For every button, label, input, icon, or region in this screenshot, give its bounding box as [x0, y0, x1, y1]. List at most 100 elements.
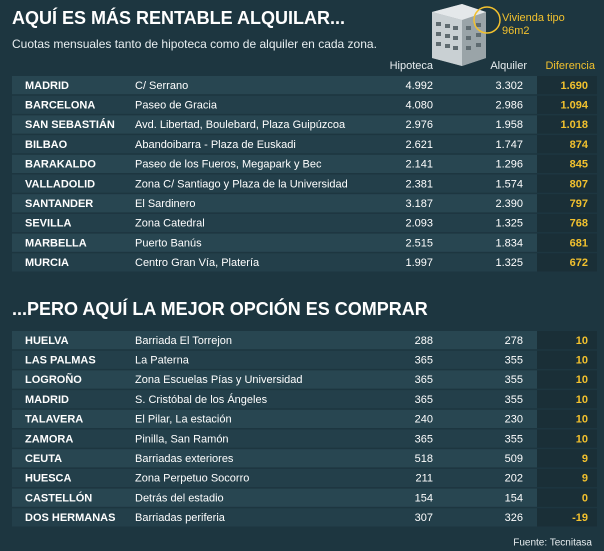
row-background: [12, 508, 537, 527]
city: HUELVA: [25, 335, 69, 347]
zone: Barriadas exteriores: [135, 453, 234, 465]
row-background: [12, 135, 537, 154]
mortgage: 365: [415, 433, 433, 445]
mortgage: 1.997: [405, 257, 433, 269]
difference-cell: [537, 370, 597, 389]
mortgage: 2.976: [405, 119, 433, 131]
mortgage: 365: [415, 354, 433, 366]
city: SANTANDER: [25, 198, 93, 210]
zone: Paseo de Gracia: [135, 99, 218, 111]
rent: 230: [505, 414, 523, 426]
difference: 9: [582, 453, 588, 465]
row-background: [12, 194, 537, 213]
tables: MADRID C/ Serrano 4.992 3.302 1.690 BARCELONA…: [12, 76, 597, 527]
difference: 768: [570, 218, 588, 230]
difference-cell: [537, 390, 597, 409]
city: BARCELONA: [25, 99, 95, 111]
row-background: [12, 253, 537, 272]
difference: 874: [570, 139, 589, 151]
city: ZAMORA: [25, 433, 73, 445]
row-background: [12, 213, 537, 233]
difference: 10: [576, 394, 588, 406]
row-background: [12, 233, 537, 252]
zone: Abandoibarra - Plaza de Euskadi: [135, 139, 296, 151]
zone: Detrás del estadio: [135, 492, 224, 504]
rent: 355: [505, 433, 523, 445]
row-background: [12, 449, 537, 468]
difference: 10: [576, 374, 588, 386]
difference-cell: [537, 488, 597, 507]
rent: 3.302: [495, 80, 523, 92]
difference-cell: [537, 449, 597, 468]
rent: 1.296: [495, 159, 523, 171]
row-background: [12, 95, 537, 114]
rent: 2.986: [495, 99, 523, 111]
mortgage: 154: [415, 492, 433, 504]
difference-cell: [537, 409, 597, 428]
zone: El Sardinero: [135, 198, 196, 210]
zone: Avd. Libertad, Boulebard, Plaza Guipúzco…: [135, 119, 346, 131]
difference-cell: [537, 233, 597, 252]
city: BILBAO: [25, 139, 68, 151]
column-header: Hipoteca: [390, 60, 434, 72]
building-icon: [432, 4, 501, 66]
difference: 9: [582, 473, 588, 485]
difference: 672: [570, 257, 588, 269]
difference: 10: [576, 433, 588, 445]
rent: 278: [505, 335, 523, 347]
rent: 1.958: [495, 119, 523, 131]
mortgage: 3.187: [405, 198, 433, 210]
badge-line: 96m2: [502, 25, 530, 37]
difference-cell: [537, 468, 597, 488]
row-background: [12, 370, 537, 389]
difference-cell: [537, 174, 597, 193]
difference: 807: [570, 178, 588, 190]
zone: Zona Escuelas Pías y Universidad: [135, 374, 303, 386]
city: LOGROÑO: [25, 373, 82, 386]
source: Fuente: Tecnitasa: [513, 538, 592, 549]
mortgage: 365: [415, 374, 433, 386]
city: CASTELLÓN: [25, 491, 92, 504]
zone: La Paterna: [135, 354, 190, 366]
rent: 1.574: [495, 178, 523, 190]
mortgage: 4.992: [405, 80, 433, 92]
row-background: [12, 390, 537, 409]
difference: 10: [576, 414, 588, 426]
city: HUESCA: [25, 473, 72, 485]
difference: 681: [570, 237, 588, 249]
row-background: [12, 331, 537, 350]
difference: 797: [570, 198, 588, 210]
mortgage: 2.141: [405, 159, 433, 171]
difference: 1.690: [560, 80, 588, 92]
difference-cell: [537, 115, 597, 134]
difference: 0: [582, 492, 588, 504]
rent: 1.834: [495, 237, 523, 249]
badge-line: Vivienda tipo: [502, 12, 565, 24]
difference-cell: [537, 154, 597, 173]
city: MADRID: [25, 80, 69, 92]
zone: Zona Catedral: [135, 218, 205, 230]
section-title: ...PERO AQUÍ LA MEJOR OPCIÓN ES COMPRAR: [12, 298, 428, 319]
row-background: [12, 115, 537, 134]
city: DOS HERMANAS: [25, 512, 115, 524]
rent: 326: [505, 512, 523, 524]
mortgage: 288: [415, 335, 433, 347]
mortgage: 2.515: [405, 237, 433, 249]
mortgage: 365: [415, 394, 433, 406]
city: MADRID: [25, 394, 69, 406]
mortgage: 307: [415, 512, 433, 524]
row-background: [12, 174, 537, 193]
zone: C/ Serrano: [135, 80, 188, 92]
mortgage: 2.093: [405, 218, 433, 230]
zone: Barriadas periferia: [135, 512, 226, 524]
row-background: [12, 350, 537, 369]
row-background: [12, 488, 537, 507]
city: TALAVERA: [25, 414, 83, 426]
rent: 355: [505, 354, 523, 366]
city: CEUTA: [25, 453, 62, 465]
difference-cell: [537, 213, 597, 233]
rent: 355: [505, 394, 523, 406]
zone: Zona C/ Santiago y Plaza de la Universid…: [135, 178, 348, 190]
mortgage: 240: [415, 414, 433, 426]
